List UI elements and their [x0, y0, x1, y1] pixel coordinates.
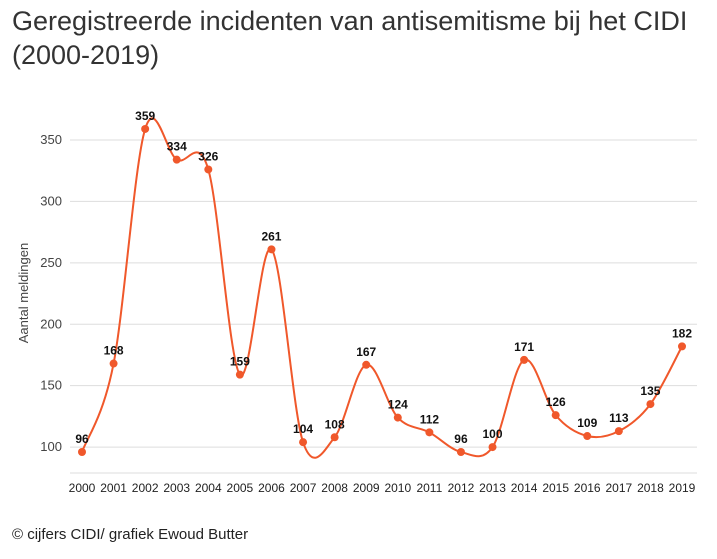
data-point-2004: [204, 165, 213, 174]
x-tick-label: 2011: [416, 481, 442, 495]
x-tick-label: 2016: [574, 481, 601, 495]
x-tick-label: 2012: [448, 481, 475, 495]
data-point-2019: [678, 342, 686, 351]
y-tick-label: 200: [40, 316, 62, 331]
y-tick-label: 350: [40, 132, 62, 147]
chart-title: Geregistreerde incidenten van antisemiti…: [12, 6, 688, 70]
x-tick-label: 2015: [542, 481, 569, 495]
data-label-2007: 104: [293, 422, 313, 436]
data-point-2007: [299, 438, 308, 447]
x-axis-ticks: 2000 2001 2002 2003 2004 2005 2006 2007 2008 2009…: [69, 481, 696, 495]
x-tick-label: 2014: [511, 481, 538, 495]
grid-lines: [70, 139, 697, 474]
data-point-2013: [488, 443, 497, 452]
data-label-2012: 96: [454, 432, 468, 446]
y-tick-label: 250: [40, 255, 62, 270]
data-label-2014: 171: [514, 340, 534, 354]
data-point-2000: [78, 448, 86, 456]
credit-footer: © cijfers CIDI/ grafiek Ewoud Butter: [12, 526, 249, 543]
x-tick-label: 2017: [605, 481, 632, 495]
data-label-2005: 159: [230, 355, 250, 369]
data-point-2009: [362, 360, 371, 369]
x-tick-label: 2000: [69, 481, 96, 495]
y-tick-label: 100: [40, 439, 62, 454]
x-tick-label: 2004: [195, 481, 222, 495]
data-label-2002: 359: [135, 109, 155, 123]
x-tick-label: 2003: [163, 481, 190, 495]
x-tick-label: 2006: [258, 481, 285, 495]
data-point-2012: [456, 448, 465, 456]
data-label-2000: 96: [75, 432, 89, 446]
y-tick-label: 300: [40, 193, 62, 208]
data-label-2017: 113: [609, 411, 629, 425]
line-chart: 100 150 200 250 300 350 Aantal meldingen 96 16…: [16, 109, 697, 495]
data-label-2018: 135: [640, 384, 660, 398]
data-label-2016: 109: [577, 416, 597, 430]
x-tick-label: 2010: [384, 481, 411, 495]
data-label-2004: 326: [198, 149, 218, 163]
data-label-2008: 108: [325, 417, 345, 431]
data-point-2014: [520, 355, 529, 364]
data-points: [78, 124, 686, 456]
x-tick-label: 2002: [132, 481, 159, 495]
y-axis-title: Aantal meldingen: [16, 243, 31, 343]
data-label-2015: 126: [546, 395, 566, 409]
x-tick-label: 2019: [669, 481, 696, 495]
data-point-2016: [583, 432, 592, 441]
data-point-2006: [267, 245, 276, 254]
x-tick-label: 2009: [353, 481, 380, 495]
data-point-2011: [425, 428, 434, 437]
data-label-2019: 182: [672, 326, 692, 340]
x-tick-label: 2008: [321, 481, 348, 495]
data-label-2003: 334: [167, 140, 187, 154]
data-point-2008: [330, 433, 339, 442]
y-axis-ticks: 100 150 200 250 300 350: [40, 132, 62, 454]
data-point-2017: [614, 427, 623, 436]
data-point-2015: [551, 411, 560, 420]
data-point-2018: [646, 400, 655, 409]
data-point-2005: [235, 370, 244, 379]
data-labels: 96 168 359 334 326 159 261 104 108 167 124 112 96 100…: [75, 109, 692, 446]
data-label-2010: 124: [388, 398, 408, 412]
x-tick-label: 2007: [290, 481, 317, 495]
data-point-2010: [393, 413, 402, 422]
data-label-2001: 168: [104, 344, 124, 358]
x-tick-label: 2013: [479, 481, 506, 495]
data-label-2006: 261: [261, 229, 281, 243]
data-point-2002: [141, 124, 150, 133]
data-label-2009: 167: [356, 345, 376, 359]
x-tick-label: 2018: [637, 481, 664, 495]
x-tick-label: 2001: [100, 481, 127, 495]
series-line: [81, 117, 683, 459]
data-point-2003: [172, 155, 181, 164]
x-tick-label: 2005: [227, 481, 254, 495]
data-label-2011: 112: [420, 412, 440, 426]
data-label-2013: 100: [483, 427, 503, 441]
data-point-2001: [109, 359, 118, 368]
y-tick-label: 150: [40, 378, 62, 393]
